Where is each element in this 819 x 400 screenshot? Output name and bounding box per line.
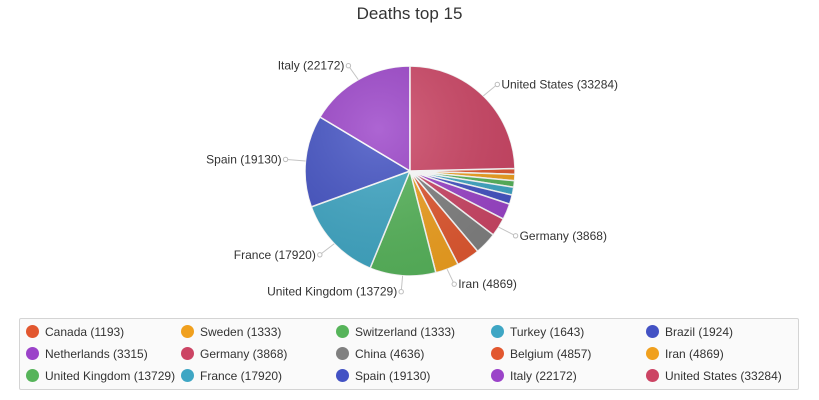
callout-line-united-states-33284 xyxy=(483,84,498,97)
callout-dot-spain-19130 xyxy=(282,156,289,163)
legend-label-switzerland: Switzerland (1333) xyxy=(355,325,456,339)
legend-swatch-belgium xyxy=(491,347,504,360)
callout-label-iran-4869: Iran (4869) xyxy=(458,277,517,291)
legend-item-france: France (17920) xyxy=(181,367,282,385)
legend-swatch-china xyxy=(336,347,349,360)
legend-swatch-netherlands xyxy=(26,347,39,360)
legend-swatch-germany xyxy=(181,347,194,360)
legend-item-netherlands: Netherlands (3315) xyxy=(26,345,148,363)
pie-slice-united-states xyxy=(409,65,516,172)
callout-line-iran-4869 xyxy=(446,268,455,285)
callout-line-france-17920 xyxy=(319,243,335,256)
legend-item-united-kingdom: United Kingdom (13729) xyxy=(26,367,175,385)
legend-swatch-iran xyxy=(646,347,659,360)
legend-item-spain: Spain (19130) xyxy=(336,367,430,385)
legend-label-brazil: Brazil (1924) xyxy=(665,325,734,339)
legend-swatch-france xyxy=(181,369,194,382)
legend-label-united-states: United States (33284) xyxy=(665,369,782,383)
legend-item-sweden: Sweden (1333) xyxy=(181,323,281,341)
pie-slices xyxy=(304,65,516,277)
legend-label-iran: Iran (4869) xyxy=(665,347,724,361)
callout-line-germany-3868 xyxy=(498,226,516,237)
callout-label-italy-22172: Italy (22172) xyxy=(278,59,345,73)
legend-item-canada: Canada (1193) xyxy=(26,323,124,341)
callout-label-united-kingdom-13729: United Kingdom (13729) xyxy=(267,285,397,299)
callout-label-france-17920: France (17920) xyxy=(234,248,316,262)
legend-swatch-united-states xyxy=(646,369,659,382)
callout-dot-germany-3868 xyxy=(512,233,519,239)
legend-label-germany: Germany (3868) xyxy=(200,347,288,361)
pie-callouts: United States (33284) Italy (22172) Spain … xyxy=(206,59,618,299)
legend-item-china: China (4636) xyxy=(336,345,424,363)
legend-swatch-united-kingdom xyxy=(26,369,39,382)
legend-swatch-spain xyxy=(336,369,349,382)
pie-chart: United States (33284) Italy (22172) Spain … xyxy=(206,59,618,299)
legend-label-china: China (4636) xyxy=(355,347,425,361)
callout-label-united-states-33284: United States (33284) xyxy=(501,77,618,91)
legend-item-turkey: Turkey (1643) xyxy=(491,323,584,341)
legend-label-turkey: Turkey (1643) xyxy=(510,325,585,339)
legend-label-sweden: Sweden (1333) xyxy=(200,325,282,339)
legend-label-united-kingdom: United Kingdom (13729) xyxy=(45,369,176,383)
legend-label-spain: Spain (19130) xyxy=(355,369,431,383)
callout-dot-united-states-33284 xyxy=(494,81,501,88)
legend-swatch-canada xyxy=(26,325,39,338)
legend-item-switzerland: Switzerland (1333) xyxy=(336,323,455,341)
callout-dot-united-kingdom-13729 xyxy=(398,289,404,295)
callout-label-spain-19130: Spain (19130) xyxy=(206,152,281,166)
legend-swatch-sweden xyxy=(181,325,194,338)
legend-label-canada: Canada (1193) xyxy=(45,325,125,339)
legend-item-germany: Germany (3868) xyxy=(181,345,287,363)
callout-label-germany-3868: Germany (3868) xyxy=(520,229,607,243)
callout-dot-france-17920 xyxy=(317,252,323,258)
legend-item-brazil: Brazil (1924) xyxy=(646,323,733,341)
chart-title: Deaths top 15 xyxy=(356,4,463,23)
legend-swatch-switzerland xyxy=(336,325,349,338)
legend-swatch-brazil xyxy=(646,325,659,338)
legend-item-belgium: Belgium (4857) xyxy=(491,345,591,363)
legend-swatch-turkey xyxy=(491,325,504,338)
callout-line-spain-19130 xyxy=(285,158,306,162)
callout-line-italy-22172 xyxy=(348,65,359,80)
legend-item-italy: Italy (22172) xyxy=(491,367,577,385)
legend-label-italy: Italy (22172) xyxy=(510,369,577,383)
legend-label-france: France (17920) xyxy=(200,369,283,383)
legend-item-united-states: United States (33284) xyxy=(646,367,782,385)
callout-dot-iran-4869 xyxy=(451,281,457,287)
legend-label-belgium: Belgium (4857) xyxy=(510,347,592,361)
legend-swatch-italy xyxy=(491,369,504,382)
legend: Canada (1193) Sweden (1333) Switzerland (1… xyxy=(19,318,799,390)
legend-item-iran: Iran (4869) xyxy=(646,345,724,363)
legend-label-netherlands: Netherlands (3315) xyxy=(45,347,148,361)
callout-dot-italy-22172 xyxy=(345,63,352,69)
